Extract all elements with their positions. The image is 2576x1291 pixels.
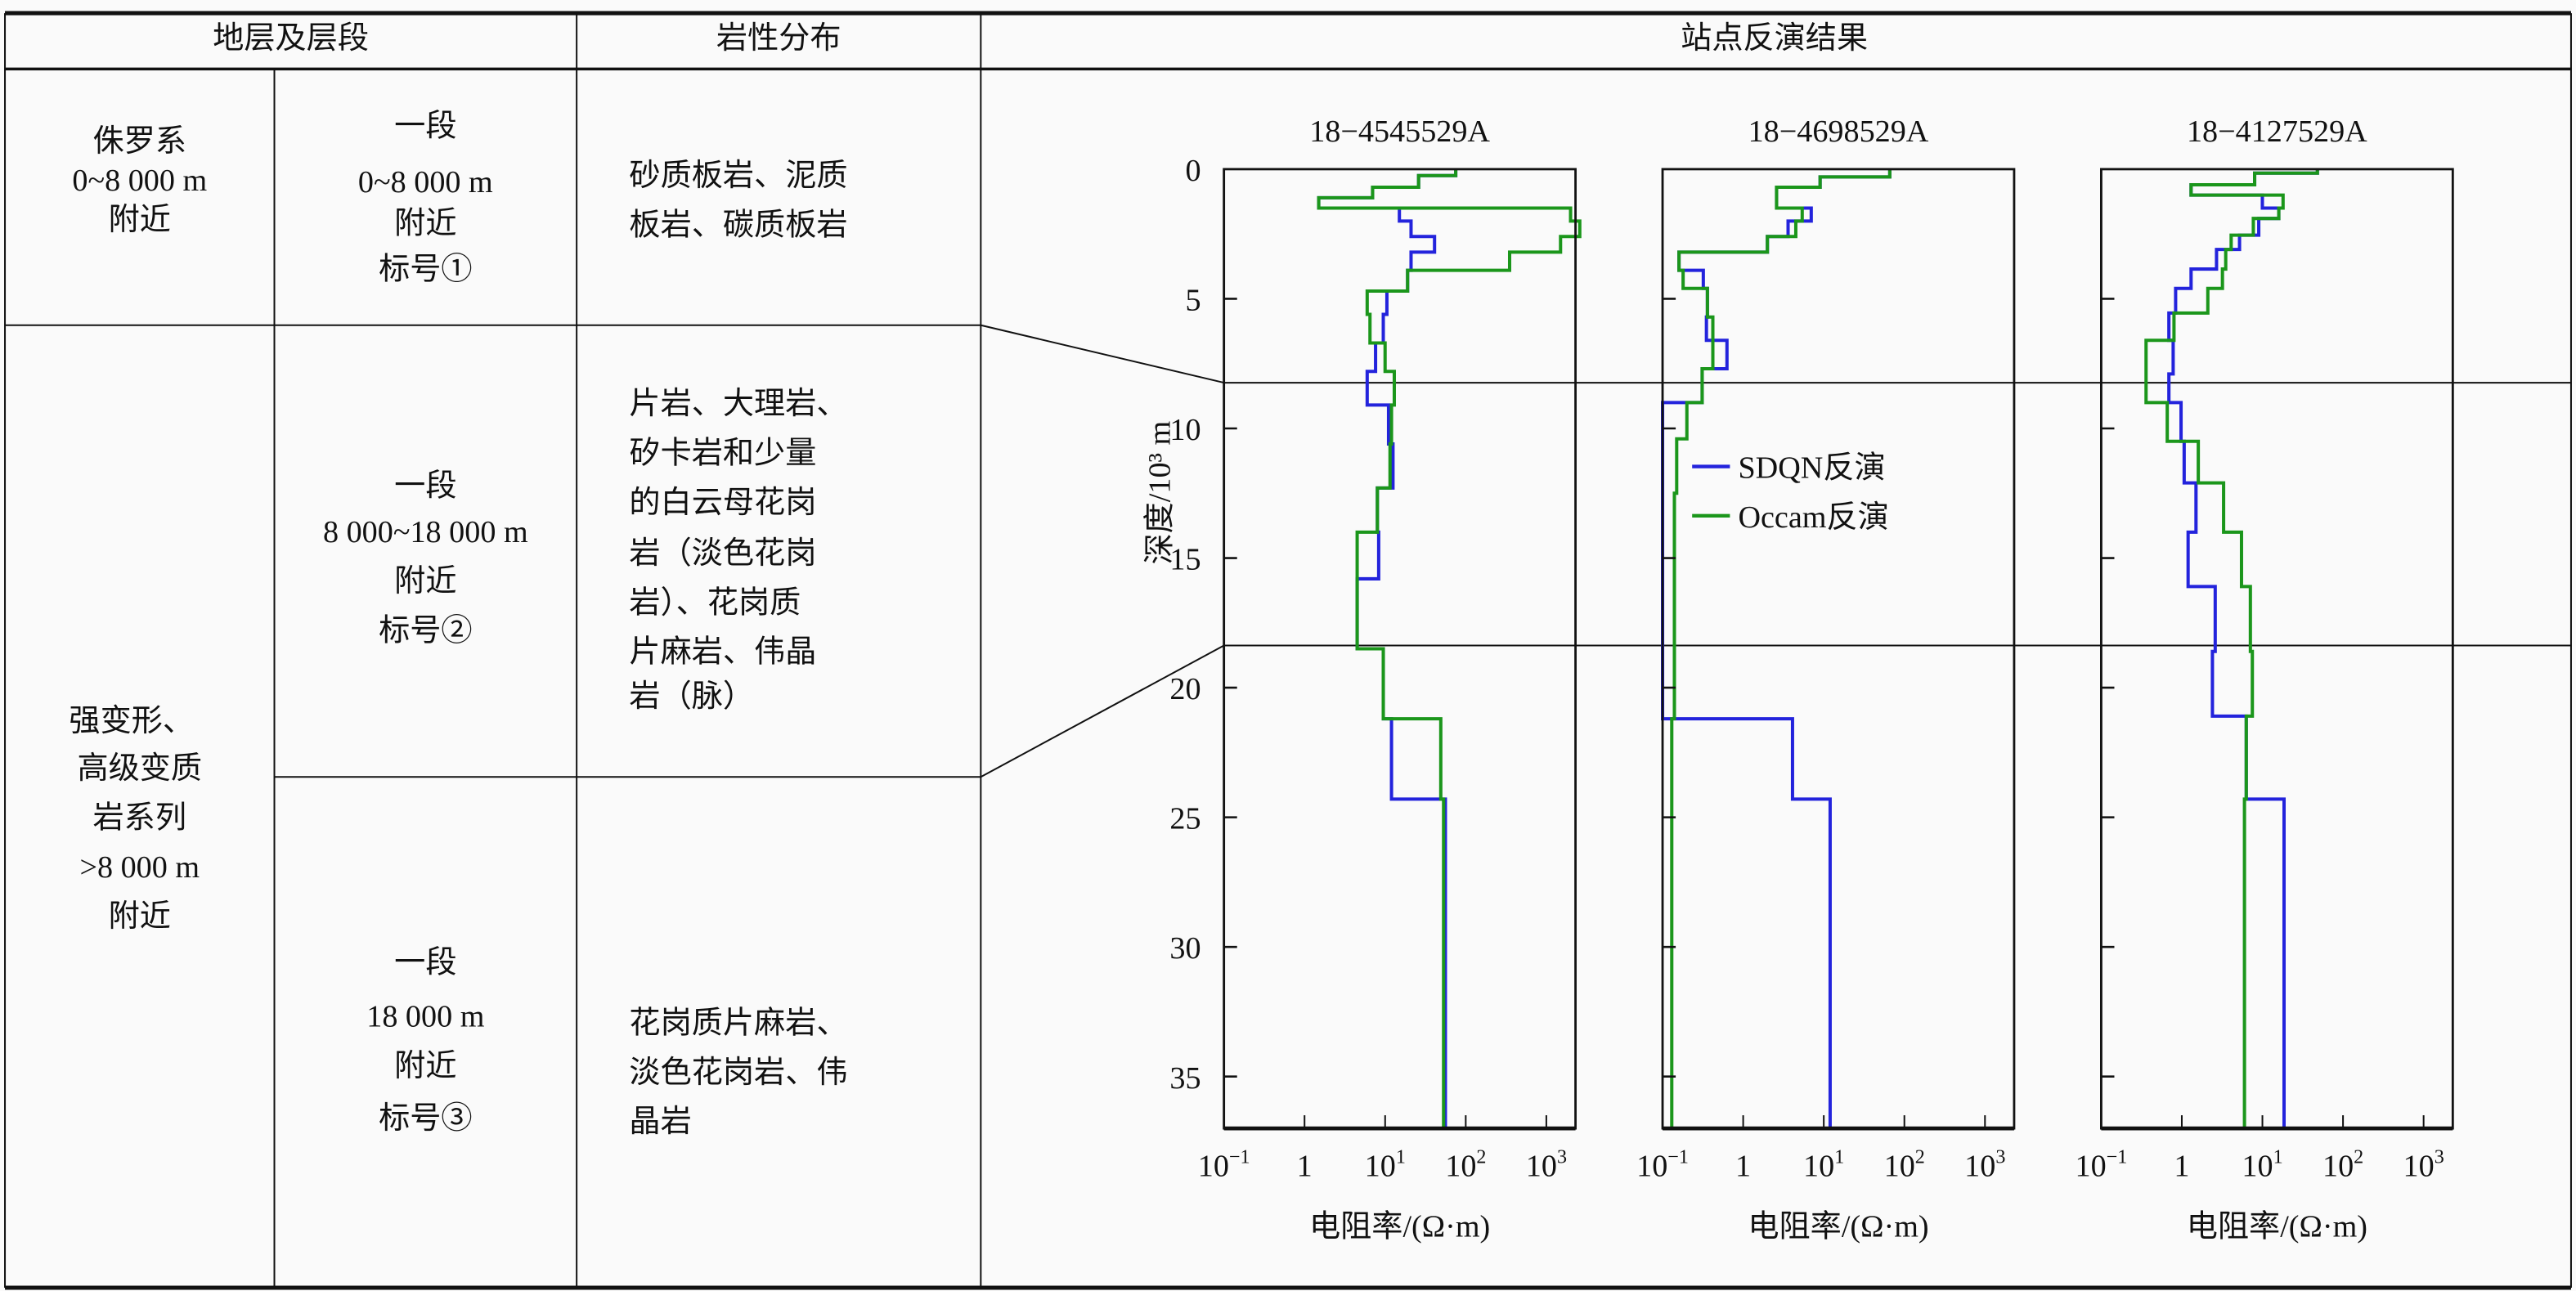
cell-line: 一段 (394, 944, 456, 979)
header-lithology: 岩性分布 (716, 21, 841, 56)
row-3-segment: 一段 18 000 m 附近 标号③ (366, 944, 484, 1136)
row-2-stratum: 强变形、 高级变质 岩系列 >8 000 m 附近 (69, 703, 202, 934)
cell-line: 岩（淡色花岗 (629, 536, 816, 571)
cell-line: 18 000 m (366, 1000, 484, 1034)
cell-line: 矽卡岩和少量 (629, 437, 816, 471)
cell-line: 高级变质 (77, 751, 202, 786)
plot-frame (1661, 168, 2016, 1130)
chart-3: 18−4127529A 10−1 1 101 102 103 电阻率/(Ω·m) (2076, 114, 2454, 1244)
legend: SDQN反演 Occam反演 (1692, 451, 1889, 535)
series-sdqn-line (1317, 168, 1458, 1129)
cell-line: 标号① (379, 253, 472, 287)
cell-line: 0~8 000 m (358, 165, 493, 199)
row-2-segment: 一段 8 000~18 000 m 附近 标号② (323, 468, 528, 648)
row-1-stratum: 侏罗系 0~8 000 m 附近 (72, 124, 207, 237)
cell-line: 一段 (394, 468, 456, 504)
table-grid (4, 11, 2572, 1290)
y-tick-label: 5 (1185, 284, 1200, 318)
boundary-lines (980, 324, 2571, 778)
series-sdqn-line (2167, 168, 2319, 1129)
cell-line: 8 000~18 000 m (323, 515, 528, 549)
legend-sdqn-label: SDQN反演 (1738, 451, 1885, 486)
charts: 18−4545529A 0 5 10 15 20 25 30 35 10−1 1 101 102 103 电… (1169, 114, 2454, 1244)
series-sdqn-line (1661, 168, 1892, 1129)
cell-line: 侏罗系 (93, 124, 186, 159)
x-tick-label: 102 (2322, 1146, 2363, 1183)
cell-line: 的白云母花岗 (629, 485, 816, 520)
x-tick-label: 101 (1803, 1146, 1844, 1183)
chart-2: 18−4698529A 10−1 1 101 102 103 电阻率/(Ω·m) (1636, 114, 2016, 1244)
x-tick-label: 10−1 (1636, 1146, 1689, 1183)
cell-line: 附近 (109, 203, 171, 237)
series-occam-line (1317, 168, 1582, 1129)
cell-line: 附近 (394, 564, 456, 598)
chart-title: 18−4127529A (2187, 114, 2367, 149)
y-tick-label: 30 (1169, 931, 1200, 966)
cell-line: 板岩、碳质板岩 (629, 208, 847, 242)
cell-line: 花岗质片麻岩、 (629, 1006, 847, 1041)
row-1-segment: 一段 0~8 000 m 附近 标号① (358, 109, 493, 287)
row-3-lithology: 花岗质片麻岩、 淡色花岗岩、伟 晶岩 (629, 1006, 847, 1140)
cell-line: 0~8 000 m (72, 164, 207, 198)
x-tick-label: 1 (1735, 1149, 1751, 1183)
header-stratum: 地层及层段 (213, 20, 369, 56)
row-2-lithology: 片岩、大理岩、 矽卡岩和少量 的白云母花岗 岩（淡色花岗 岩）、花岗质 片麻岩、… (629, 387, 847, 714)
x-tick-label: 10−1 (2076, 1146, 2128, 1183)
x-tick-label: 103 (2403, 1146, 2444, 1183)
plot-frame (1223, 168, 1577, 1130)
legend-occam-label: Occam反演 (1738, 500, 1888, 535)
x-tick-label: 102 (1445, 1146, 1486, 1183)
cell-line: 岩）、花岗质 (629, 585, 801, 620)
cell-line: 岩（脉） (629, 679, 754, 714)
cell-line: 强变形、 (69, 703, 194, 738)
y-tick-label: 20 (1169, 672, 1200, 706)
x-tick-label: 101 (1365, 1146, 1406, 1183)
cell-line: 岩系列 (93, 800, 186, 835)
x-tick-label: 101 (2242, 1146, 2282, 1183)
x-axis-label: 电阻率/(Ω·m) (1309, 1209, 1490, 1244)
x-tick-label: 103 (1526, 1146, 1567, 1183)
y-tick-label: 10 (1169, 413, 1200, 447)
x-tick-label: 1 (2174, 1149, 2189, 1183)
chart-title: 18−4698529A (1748, 114, 1929, 149)
y-tick-label: 25 (1169, 802, 1200, 836)
cell-line: 附近 (109, 899, 171, 934)
cell-line: 淡色花岗岩、伟 (629, 1055, 847, 1090)
y-tick-label: 15 (1169, 543, 1200, 577)
x-tick-label: 10−1 (1198, 1146, 1250, 1183)
chart-1: 18−4545529A 0 5 10 15 20 25 30 35 10−1 1 101 102 103 电… (1169, 114, 1582, 1244)
cell-line: >8 000 m (79, 850, 200, 885)
row-1-lithology: 砂质板岩、泥质 板岩、碳质板岩 (629, 159, 847, 242)
cell-line: 一段 (394, 109, 456, 144)
x-tick-label: 103 (1964, 1146, 2005, 1183)
cell-line: 片麻岩、伟晶 (629, 635, 816, 670)
x-tick-label: 1 (1297, 1149, 1313, 1183)
x-axis-label: 电阻率/(Ω·m) (2187, 1209, 2367, 1244)
series-occam-line (2144, 168, 2319, 1129)
cell-line: 标号② (379, 613, 472, 648)
y-tick-label: 0 (1185, 154, 1200, 188)
y-axis-label: 深度/10³ m (1142, 420, 1177, 564)
x-axis-label: 电阻率/(Ω·m) (1748, 1209, 1928, 1244)
cell-line: 标号③ (379, 1101, 472, 1136)
cell-line: 晶岩 (629, 1105, 691, 1139)
cell-line: 砂质板岩、泥质 (629, 159, 847, 193)
plot-frame (2100, 168, 2454, 1130)
x-tick-label: 102 (1884, 1146, 1925, 1183)
cell-line: 附近 (394, 1049, 456, 1083)
chart-title: 18−4545529A (1309, 114, 1490, 149)
y-tick-label: 35 (1169, 1061, 1200, 1096)
cell-line: 附近 (394, 206, 456, 240)
cell-line: 片岩、大理岩、 (629, 387, 847, 421)
series-occam-line (1670, 168, 1892, 1129)
header-inversion-results: 站点反演结果 (1681, 20, 1868, 56)
